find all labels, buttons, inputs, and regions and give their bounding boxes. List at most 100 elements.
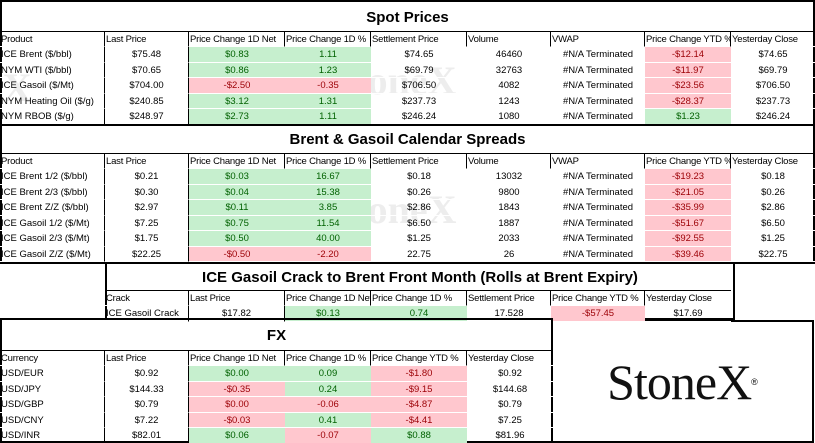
cell-value: $17.82 <box>189 306 285 322</box>
column-header[interactable]: Product <box>0 153 105 169</box>
column-header[interactable]: Price Change YTD % <box>645 153 731 169</box>
cell-value: $0.18 <box>731 169 815 185</box>
column-header[interactable]: Last Price <box>105 153 189 169</box>
column-header[interactable]: Price Change 1D Net <box>285 290 371 306</box>
column-header[interactable]: Currency <box>0 350 105 366</box>
column-header[interactable]: Yesterday Close <box>467 350 553 366</box>
column-header[interactable]: Price Change YTD % <box>645 31 731 47</box>
cell-value: $82.01 <box>105 428 189 443</box>
column-header[interactable]: Settlement Price <box>371 153 467 169</box>
row-label: USD/INR <box>0 428 105 443</box>
cell-value: 0.74 <box>371 306 467 322</box>
cell-value: -0.35 <box>285 78 371 94</box>
cell-value: #N/A Terminated <box>551 231 645 247</box>
stonex-logo: StoneX ® <box>551 320 814 443</box>
cell-value: $0.88 <box>371 428 467 443</box>
cell-value: $2.86 <box>731 200 815 216</box>
column-header[interactable]: Price Change 1D Net <box>189 31 285 47</box>
cell-value: #N/A Terminated <box>551 78 645 94</box>
column-header[interactable]: Price Change YTD % <box>371 350 467 366</box>
cell-value: 1080 <box>467 109 551 125</box>
cell-value: -$2.50 <box>189 78 285 94</box>
cell-value: $2.73 <box>189 109 285 125</box>
cell-value: $7.22 <box>105 412 189 428</box>
row-label: NYM Heating Oil ($/g) <box>0 93 105 109</box>
cell-value: -$23.56 <box>645 78 731 94</box>
cell-value: 13032 <box>467 169 551 185</box>
cell-value: $1.25 <box>731 231 815 247</box>
cell-value: $0.79 <box>105 397 189 413</box>
column-header[interactable]: Yesterday Close <box>731 153 815 169</box>
cell-value: $240.85 <box>105 93 189 109</box>
crack-title: ICE Gasoil Crack to Brent Front Month (R… <box>202 269 638 286</box>
cell-value: $22.25 <box>105 246 189 262</box>
cell-value: $69.79 <box>731 63 815 78</box>
cell-value: -$51.67 <box>645 215 731 231</box>
cell-value: 1.31 <box>285 93 371 109</box>
column-header[interactable]: Price Change 1D % <box>371 290 467 306</box>
cell-value: $246.24 <box>371 109 467 125</box>
cell-value: $1.75 <box>105 231 189 247</box>
cell-value: -0.07 <box>285 428 371 443</box>
cell-value: $17.69 <box>645 306 731 322</box>
column-header[interactable]: Last Price <box>105 350 189 366</box>
cell-value: $246.24 <box>731 109 815 125</box>
column-header[interactable]: Last Price <box>105 31 189 47</box>
cell-value: $0.03 <box>189 169 285 185</box>
column-header[interactable]: Volume <box>467 31 551 47</box>
cell-value: 4082 <box>467 78 551 94</box>
column-header[interactable]: Yesterday Close <box>731 31 815 47</box>
cell-value: $0.83 <box>189 47 285 63</box>
column-header[interactable]: Price Change 1D Net <box>189 350 285 366</box>
cell-value: $0.11 <box>189 200 285 216</box>
column-header[interactable]: Price Change 1D % <box>285 350 371 366</box>
column-header[interactable]: Settlement Price <box>371 31 467 47</box>
registered-mark: ® <box>751 376 758 387</box>
cell-value: -$19.23 <box>645 169 731 185</box>
cell-value: #N/A Terminated <box>551 216 645 231</box>
cell-value: 0.09 <box>285 366 371 382</box>
cell-value: -$92.55 <box>645 231 731 247</box>
cell-value: -$0.35 <box>189 381 285 397</box>
spreads-title: Brent & Gasoil Calendar Spreads <box>289 131 526 148</box>
column-header[interactable]: Volume <box>467 153 551 169</box>
cell-value: $0.00 <box>189 366 285 382</box>
column-header[interactable]: Price Change 1D % <box>285 31 371 47</box>
cell-value: $0.50 <box>189 231 285 247</box>
row-label: ICE Gasoil Z/Z ($/Mt) <box>0 246 105 262</box>
cell-value: -$35.99 <box>645 200 731 216</box>
cell-value: 11.54 <box>285 215 371 231</box>
cell-value: 2033 <box>467 231 551 247</box>
row-label: ICE Brent 1/2 ($/bbl) <box>0 169 105 185</box>
column-header[interactable]: Yesterday Close <box>645 290 731 306</box>
cell-value: -$1.80 <box>371 366 467 382</box>
cell-value: 1.11 <box>285 47 371 63</box>
cell-value: -$28.37 <box>645 93 731 109</box>
cell-value: $144.33 <box>105 381 189 397</box>
cell-value: $69.79 <box>371 63 467 78</box>
spreads-table: Brent & Gasoil Calendar Spreads StoneX Pro… <box>0 124 815 264</box>
row-label: ICE Gasoil ($/Mt) <box>0 78 105 94</box>
cell-value: 1.23 <box>285 62 371 78</box>
cell-value: $0.86 <box>189 62 285 78</box>
column-header[interactable]: Crack <box>105 290 189 306</box>
column-header[interactable]: VWAP <box>551 153 645 169</box>
column-header[interactable]: Price Change 1D Net <box>189 153 285 169</box>
column-header[interactable]: Product <box>0 31 105 47</box>
column-header[interactable]: Settlement Price <box>467 290 551 306</box>
cell-value: $74.65 <box>371 47 467 63</box>
cell-value: -$9.15 <box>371 381 467 397</box>
column-header[interactable]: VWAP <box>551 31 645 47</box>
cell-value: #N/A Terminated <box>551 169 645 185</box>
cell-value: $0.92 <box>467 366 553 382</box>
cell-value: $144.68 <box>467 382 553 397</box>
cell-value: $6.50 <box>371 216 467 231</box>
cell-value: -$21.05 <box>645 184 731 200</box>
cell-value: -$11.97 <box>645 62 731 78</box>
column-header[interactable]: Price Change YTD % <box>551 290 645 306</box>
column-header[interactable]: Last Price <box>189 290 285 306</box>
cell-value: $237.73 <box>731 94 815 109</box>
column-header[interactable]: Price Change 1D % <box>285 153 371 169</box>
